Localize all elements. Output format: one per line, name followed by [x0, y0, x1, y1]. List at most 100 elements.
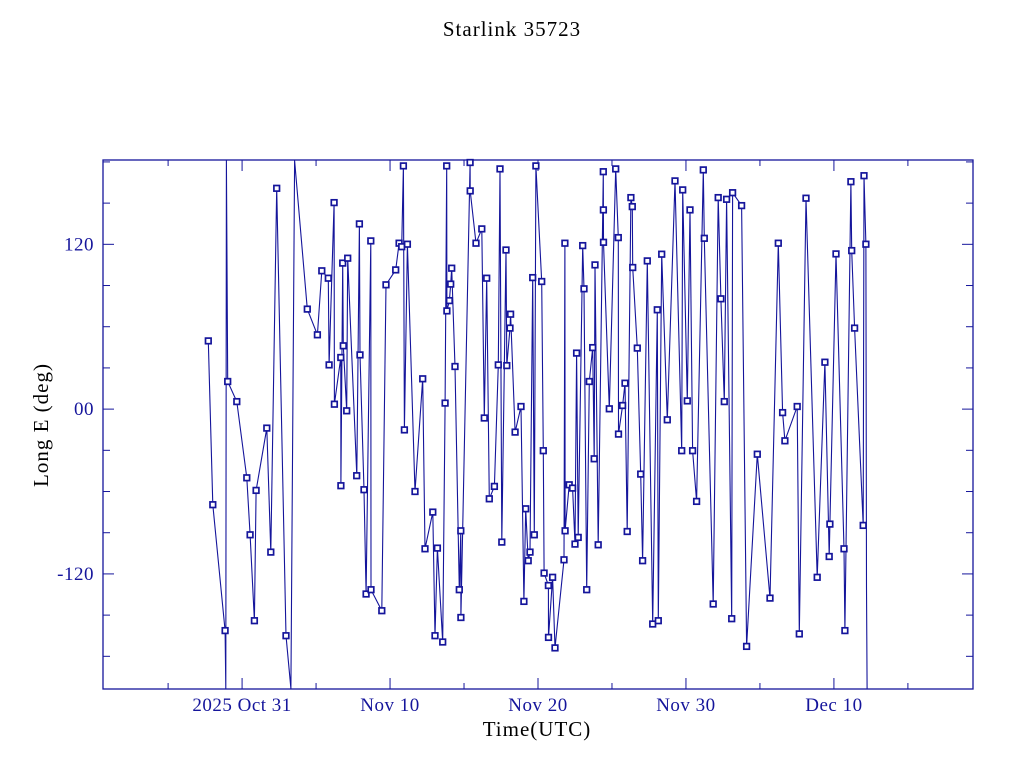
data-point-marker: [485, 495, 493, 503]
data-point-marker: [362, 590, 370, 598]
data-point-marker: [826, 520, 834, 528]
data-point-marker: [840, 545, 848, 553]
data-point-marker: [580, 285, 588, 293]
data-point-marker: [343, 407, 351, 415]
data-point-marker: [571, 540, 579, 548]
data-point-marker: [753, 450, 761, 458]
data-point-marker: [421, 545, 429, 553]
data-point-marker: [594, 541, 602, 549]
data-point-marker: [303, 305, 311, 313]
data-point-marker: [774, 239, 782, 247]
data-point-marker: [714, 193, 722, 202]
data-point-marker: [360, 486, 368, 494]
data-point-marker: [653, 306, 661, 314]
data-point-marker: [339, 342, 347, 350]
data-point-marker: [224, 377, 232, 386]
data-point-marker: [717, 295, 725, 303]
data-point-marker: [403, 240, 412, 248]
data-point-marker: [778, 408, 787, 417]
x-tick-label: Dec 10: [805, 695, 862, 716]
data-point-marker: [494, 361, 502, 369]
data-point-marker: [621, 379, 629, 387]
data-point-marker: [344, 254, 352, 262]
data-point-marker: [848, 246, 856, 255]
data-point-marker: [530, 531, 538, 539]
data-point-marker: [618, 401, 627, 410]
data-point-marker: [506, 324, 514, 332]
data-point-marker: [850, 324, 859, 332]
data-point-marker: [742, 642, 751, 651]
x-tick-label: 2025 Oct 31: [192, 695, 291, 716]
data-point-marker: [392, 266, 400, 274]
x-tick-label: Nov 10: [360, 695, 419, 716]
data-point-marker: [466, 187, 474, 195]
data-point-marker: [699, 166, 707, 174]
data-point-marker: [551, 644, 559, 652]
data-point-marker: [448, 264, 456, 272]
data-point-marker: [273, 184, 281, 192]
data-point-marker: [511, 428, 519, 436]
data-point-marker: [728, 615, 736, 623]
data-point-marker: [654, 617, 662, 625]
data-point-marker: [233, 397, 241, 406]
data-point-marker: [483, 274, 491, 282]
data-point-marker: [324, 274, 332, 282]
data-point-marker: [502, 246, 510, 254]
x-tick-label: Nov 20: [508, 695, 567, 716]
data-point-marker: [490, 482, 499, 491]
data-point-marker: [439, 638, 447, 646]
data-point-marker: [246, 531, 254, 539]
data-point-marker: [252, 486, 260, 495]
data-point-marker: [548, 573, 557, 581]
data-point-marker: [538, 277, 546, 286]
data-point-marker: [496, 165, 504, 173]
data-point-marker: [860, 172, 868, 180]
data-point-marker: [339, 259, 347, 267]
data-point-marker: [532, 162, 540, 170]
y-tick-label: 00: [74, 399, 94, 420]
data-point-marker: [447, 280, 455, 288]
data-point-marker: [568, 484, 577, 492]
data-point-marker: [585, 377, 593, 386]
data-point-marker: [544, 633, 553, 642]
data-point-marker: [599, 238, 608, 246]
data-point-marker: [263, 424, 271, 432]
y-tick-label: 120: [64, 234, 94, 255]
data-point-marker: [574, 533, 582, 542]
data-point-marker: [614, 233, 622, 242]
data-point-marker: [629, 263, 637, 272]
data-point-marker: [330, 198, 338, 207]
data-point-marker: [441, 399, 449, 407]
data-point-marker: [859, 521, 867, 530]
data-point-marker: [614, 430, 623, 438]
data-point-marker: [781, 437, 789, 445]
data-point-marker: [337, 353, 345, 362]
data-point-marker: [498, 538, 506, 546]
data-point-marker: [478, 225, 486, 233]
data-point-marker: [411, 487, 419, 496]
data-point-marker: [221, 626, 229, 635]
data-point-marker: [267, 548, 275, 556]
data-point-marker: [472, 239, 480, 247]
plot-border: [102, 159, 974, 690]
data-point-marker: [590, 455, 598, 463]
data-point-marker: [506, 310, 515, 318]
data-point-marker: [445, 296, 454, 305]
data-point-marker: [337, 482, 345, 490]
data-point-marker: [429, 508, 437, 516]
data-point-marker: [367, 586, 375, 594]
data-point-marker: [455, 586, 463, 594]
data-point-marker: [204, 337, 212, 345]
data-point-marker: [678, 447, 686, 455]
data-point-marker: [544, 581, 553, 590]
data-point-marker: [720, 397, 728, 406]
data-point-marker: [561, 527, 569, 535]
data-point-marker: [399, 162, 408, 170]
data-point-marker: [679, 186, 687, 194]
data-point-marker: [480, 414, 488, 422]
data-point-marker: [209, 501, 217, 509]
data-point-marker: [583, 586, 591, 594]
data-point-marker: [821, 358, 829, 366]
data-point-marker: [325, 361, 333, 369]
data-point-marker: [318, 267, 326, 275]
